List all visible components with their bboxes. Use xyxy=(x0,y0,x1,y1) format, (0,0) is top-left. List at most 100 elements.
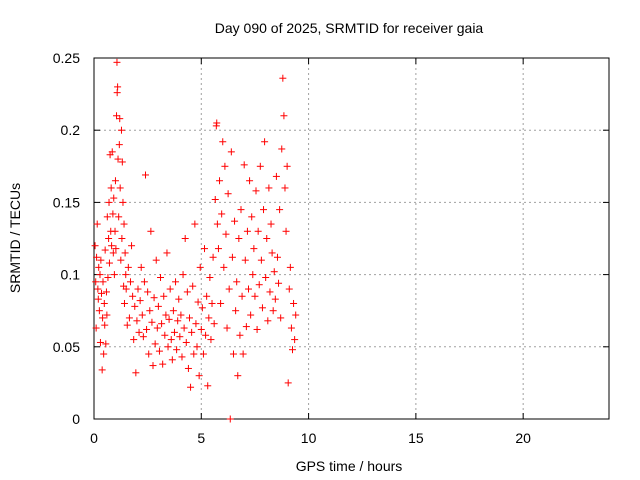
data-point xyxy=(119,198,127,206)
data-point xyxy=(111,177,119,185)
data-point xyxy=(198,304,206,312)
data-point xyxy=(104,273,112,281)
data-point xyxy=(110,271,118,279)
data-point xyxy=(292,311,300,319)
data-point xyxy=(247,311,255,319)
data-point xyxy=(118,235,126,242)
data-point xyxy=(192,320,200,328)
data-point xyxy=(187,383,195,391)
data-point xyxy=(268,249,276,257)
data-point xyxy=(94,295,102,303)
y-tick-label: 0.25 xyxy=(53,50,80,66)
data-point xyxy=(257,256,265,264)
data-point xyxy=(229,350,237,358)
data-point xyxy=(291,336,299,344)
data-point xyxy=(178,353,186,361)
grid-lines xyxy=(94,58,609,419)
data-point xyxy=(140,278,148,286)
data-point xyxy=(159,360,167,368)
data-point xyxy=(239,350,247,358)
data-point xyxy=(100,350,108,358)
data-point xyxy=(168,356,176,364)
data-point xyxy=(233,278,241,286)
data-point xyxy=(111,227,119,235)
data-point xyxy=(101,246,109,254)
data-point xyxy=(205,314,213,322)
data-point xyxy=(283,162,291,170)
data-point xyxy=(232,307,240,315)
data-point xyxy=(251,292,259,300)
data-point xyxy=(227,148,235,156)
data-point xyxy=(221,162,229,170)
data-point xyxy=(180,324,188,332)
data-point xyxy=(284,379,292,387)
data-point xyxy=(175,295,183,303)
data-point xyxy=(131,302,139,310)
data-point xyxy=(189,282,197,290)
data-point xyxy=(128,242,136,250)
data-point xyxy=(130,336,138,344)
data-point xyxy=(166,285,174,293)
data-point xyxy=(138,311,146,319)
data-point xyxy=(107,184,115,192)
data-point xyxy=(122,271,130,279)
data-point xyxy=(109,249,117,257)
data-point xyxy=(208,299,216,307)
data-point xyxy=(226,415,234,423)
data-point xyxy=(152,256,160,264)
data-point xyxy=(99,314,107,322)
data-point xyxy=(169,307,177,315)
data-point xyxy=(167,336,175,344)
data-point xyxy=(266,288,274,296)
data-point xyxy=(170,328,178,336)
data-point xyxy=(234,372,242,380)
data-point xyxy=(197,325,205,333)
data-point xyxy=(238,292,246,300)
data-point xyxy=(105,198,113,206)
data-point xyxy=(99,278,107,286)
data-point xyxy=(103,213,111,221)
data-point xyxy=(105,259,113,267)
data-point xyxy=(254,227,262,235)
data-point xyxy=(225,285,233,293)
data-point xyxy=(185,314,193,322)
data-point xyxy=(97,256,105,264)
data-point xyxy=(151,340,159,348)
data-point xyxy=(174,317,182,325)
data-point xyxy=(278,145,286,153)
data-point xyxy=(243,227,251,235)
data-point xyxy=(204,382,212,390)
data-point xyxy=(142,171,149,179)
data-point xyxy=(162,311,170,319)
data-point xyxy=(228,253,236,261)
data-point xyxy=(279,74,287,82)
data-point xyxy=(112,245,120,253)
data-point xyxy=(250,245,258,253)
data-point xyxy=(147,227,155,235)
data-point xyxy=(203,292,211,300)
data-point xyxy=(108,242,116,250)
chart-title: Day 090 of 2025, SRMTID for receiver gai… xyxy=(215,20,484,36)
data-point xyxy=(160,292,168,300)
data-point xyxy=(220,263,228,271)
data-point xyxy=(139,333,147,341)
data-point xyxy=(222,230,230,238)
data-point xyxy=(201,245,209,253)
data-point xyxy=(241,256,249,264)
data-point xyxy=(216,177,224,185)
data-point xyxy=(116,184,124,192)
data-point xyxy=(193,343,201,351)
data-point xyxy=(176,333,184,341)
data-point xyxy=(267,220,275,228)
data-point xyxy=(136,297,144,305)
data-point xyxy=(237,206,245,214)
data-point xyxy=(219,138,227,146)
data-point xyxy=(158,320,166,328)
y-tick-label: 0.15 xyxy=(53,194,80,210)
data-point xyxy=(249,271,257,279)
data-point xyxy=(93,220,101,228)
data-point xyxy=(150,294,158,302)
data-point xyxy=(144,288,152,296)
data-point xyxy=(125,314,133,322)
